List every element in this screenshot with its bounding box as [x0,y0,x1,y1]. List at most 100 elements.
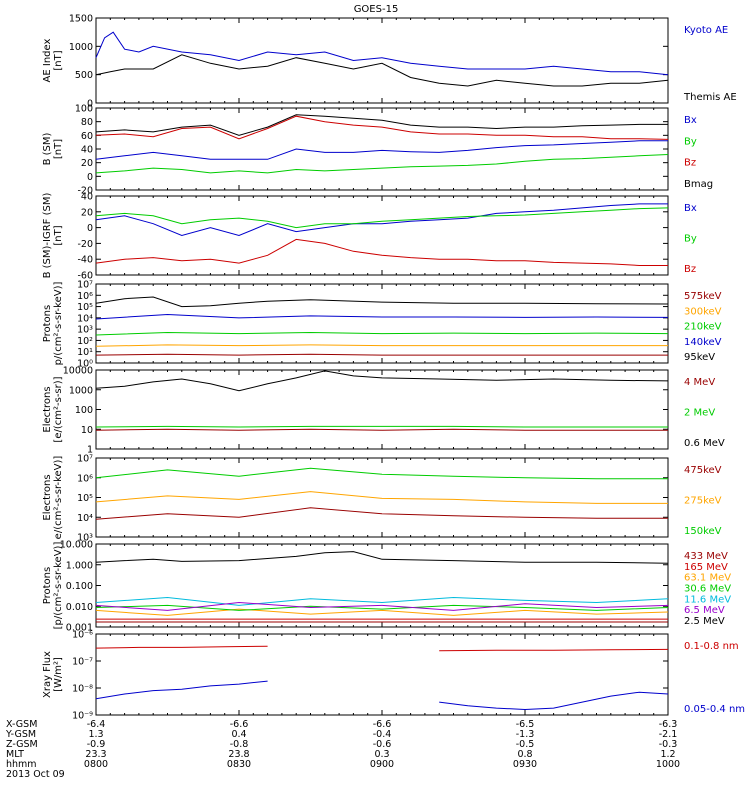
y-tick-label: 10 [81,425,93,436]
chart-title: GOES-15 [354,4,399,15]
y-tick-label: 0.001 [66,623,93,634]
legend-entry: 275keV [684,496,722,507]
series-line [95,140,668,160]
y-tick-label: 10⁰ [77,359,93,370]
series-line [95,203,668,237]
y-axis-label: B (SM)-IGRF (SM) [42,193,53,279]
series-line [95,54,669,87]
legend-entry: 165 MeV [684,562,728,573]
y-tick-label: 10⁻⁸ [72,684,93,695]
footer-value: 0.8 [517,749,532,760]
series-line [95,353,668,356]
legend-entry: 11.6 MeV [684,594,731,605]
y-tick-label: 10⁻⁷ [72,657,93,668]
y-tick-label: 10⁵ [77,493,93,504]
legend-entry: Bz [684,264,696,275]
y-axis-label: p/(cm²-s-sr-keV)] [53,282,64,366]
footer-value: -6.4 [87,719,106,730]
legend-entry: 2 MeV [684,408,715,419]
y-tick-label: 10⁴ [77,513,93,524]
legend-entry: 575keV [684,291,722,302]
footer-value: -0.5 [516,739,535,750]
series-line [95,313,669,320]
series-line [95,680,268,700]
y-axis-label: Protons [42,305,53,342]
series-line [95,115,669,140]
legend-entry: 433 MeV [684,551,728,562]
y-tick-label: 10⁻⁶ [72,630,93,641]
footer-value: 1.3 [88,729,103,740]
panel-6: 0.001 0.010 0.100 1.000 10.000 Protons [p/(cm²… [42,540,731,634]
y-tick-label: 10.000 [60,540,93,551]
panel-5: 10³ 10⁴ 10⁵ 10⁶ 10⁷ Electrons e/(cm²-s-sr-keV)… [42,454,722,544]
legend-entry: Bx [684,203,697,214]
panel-frame [95,369,669,450]
y-tick-label: 10⁶ [77,291,93,302]
y-tick-label: 10⁵ [77,302,93,313]
panel-0: 0 500 1000 1500 AE Index [nT] Kyoto AE Themis A… [42,14,737,110]
series-line [439,691,669,711]
footer-value: -1.3 [516,729,535,740]
footer-value: -0.6 [373,739,392,750]
y-axis-label: [nT] [53,225,64,245]
series-line [95,507,668,520]
y-tick-label: 100 [75,104,93,115]
legend-entry: 0.05-0.4 nm [684,704,745,715]
footer-value: 0930 [513,759,537,770]
y-tick-label: 1.000 [66,560,93,571]
footer-row-label: Z-GSM [6,739,38,750]
y-axis-label: Protons [42,567,53,604]
y-tick-label: -20 [77,239,93,250]
series-line [95,601,669,611]
legend-entry: 4 MeV [684,377,715,388]
legend-entry: Bmag [684,179,713,190]
y-tick-label: 10000 [63,366,93,377]
series-line [95,608,669,616]
series-line [95,207,669,229]
legend-entry: 2.5 MeV [684,616,725,627]
footer-value: -6.6 [230,719,249,730]
series-line [95,596,669,606]
series-line [95,154,669,174]
footer-value: 0900 [370,759,394,770]
y-tick-label: 10⁴ [77,313,93,324]
footer-value: -6.3 [659,719,678,730]
y-axis-label: [nT] [53,139,64,159]
y-tick-label: 10² [77,336,93,347]
y-tick-label: 40 [81,145,93,156]
panel-frame [95,283,669,364]
series-line [95,467,668,480]
y-tick-label: 10⁷ [77,454,93,465]
footer-value: 23.3 [85,749,106,760]
footer-value: 1000 [656,759,680,770]
footer-value: -6.6 [373,719,392,730]
y-tick-label: 10³ [77,325,93,336]
series-line [95,491,668,504]
series-line [95,296,669,308]
panel-2: -60 -40 -20 0 20 40 B (SM)-IGRF (SM) [nT] Bx By Bz [42,192,697,282]
series-line [95,238,668,266]
footer-row-label: MLT [6,749,24,760]
footer-row-label: X-GSM [6,719,37,730]
panel-frame [95,17,669,104]
y-tick-label: 1000 [69,42,93,53]
panel-frame [95,633,669,716]
series-line [95,551,669,564]
y-tick-label: 0.100 [66,581,93,592]
y-tick-label: 500 [75,70,93,81]
footer-value: -0.8 [230,739,249,750]
y-axis-label: Xray Flux [42,651,53,698]
y-tick-label: 1 [87,445,93,456]
y-tick-label: 1000 [69,385,93,396]
y-tick-label: 20 [81,158,93,169]
footer-row-label: Y-GSM [5,729,36,740]
y-tick-label: 10⁻⁹ [72,711,93,722]
legend-entry: 475keV [684,465,722,476]
y-axis-label: AE Index [42,38,53,82]
footer-value: -6.5 [516,719,535,730]
footer-value: 0830 [227,759,251,770]
legend-entry: 95keV [684,352,715,363]
legend-entry: 210keV [684,322,722,333]
y-axis-label: [W/m²] [53,657,64,692]
